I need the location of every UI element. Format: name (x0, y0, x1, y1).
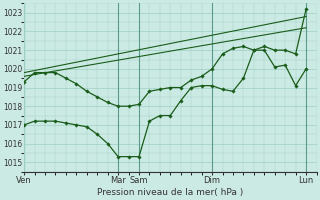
X-axis label: Pression niveau de la mer( hPa ): Pression niveau de la mer( hPa ) (97, 188, 244, 197)
